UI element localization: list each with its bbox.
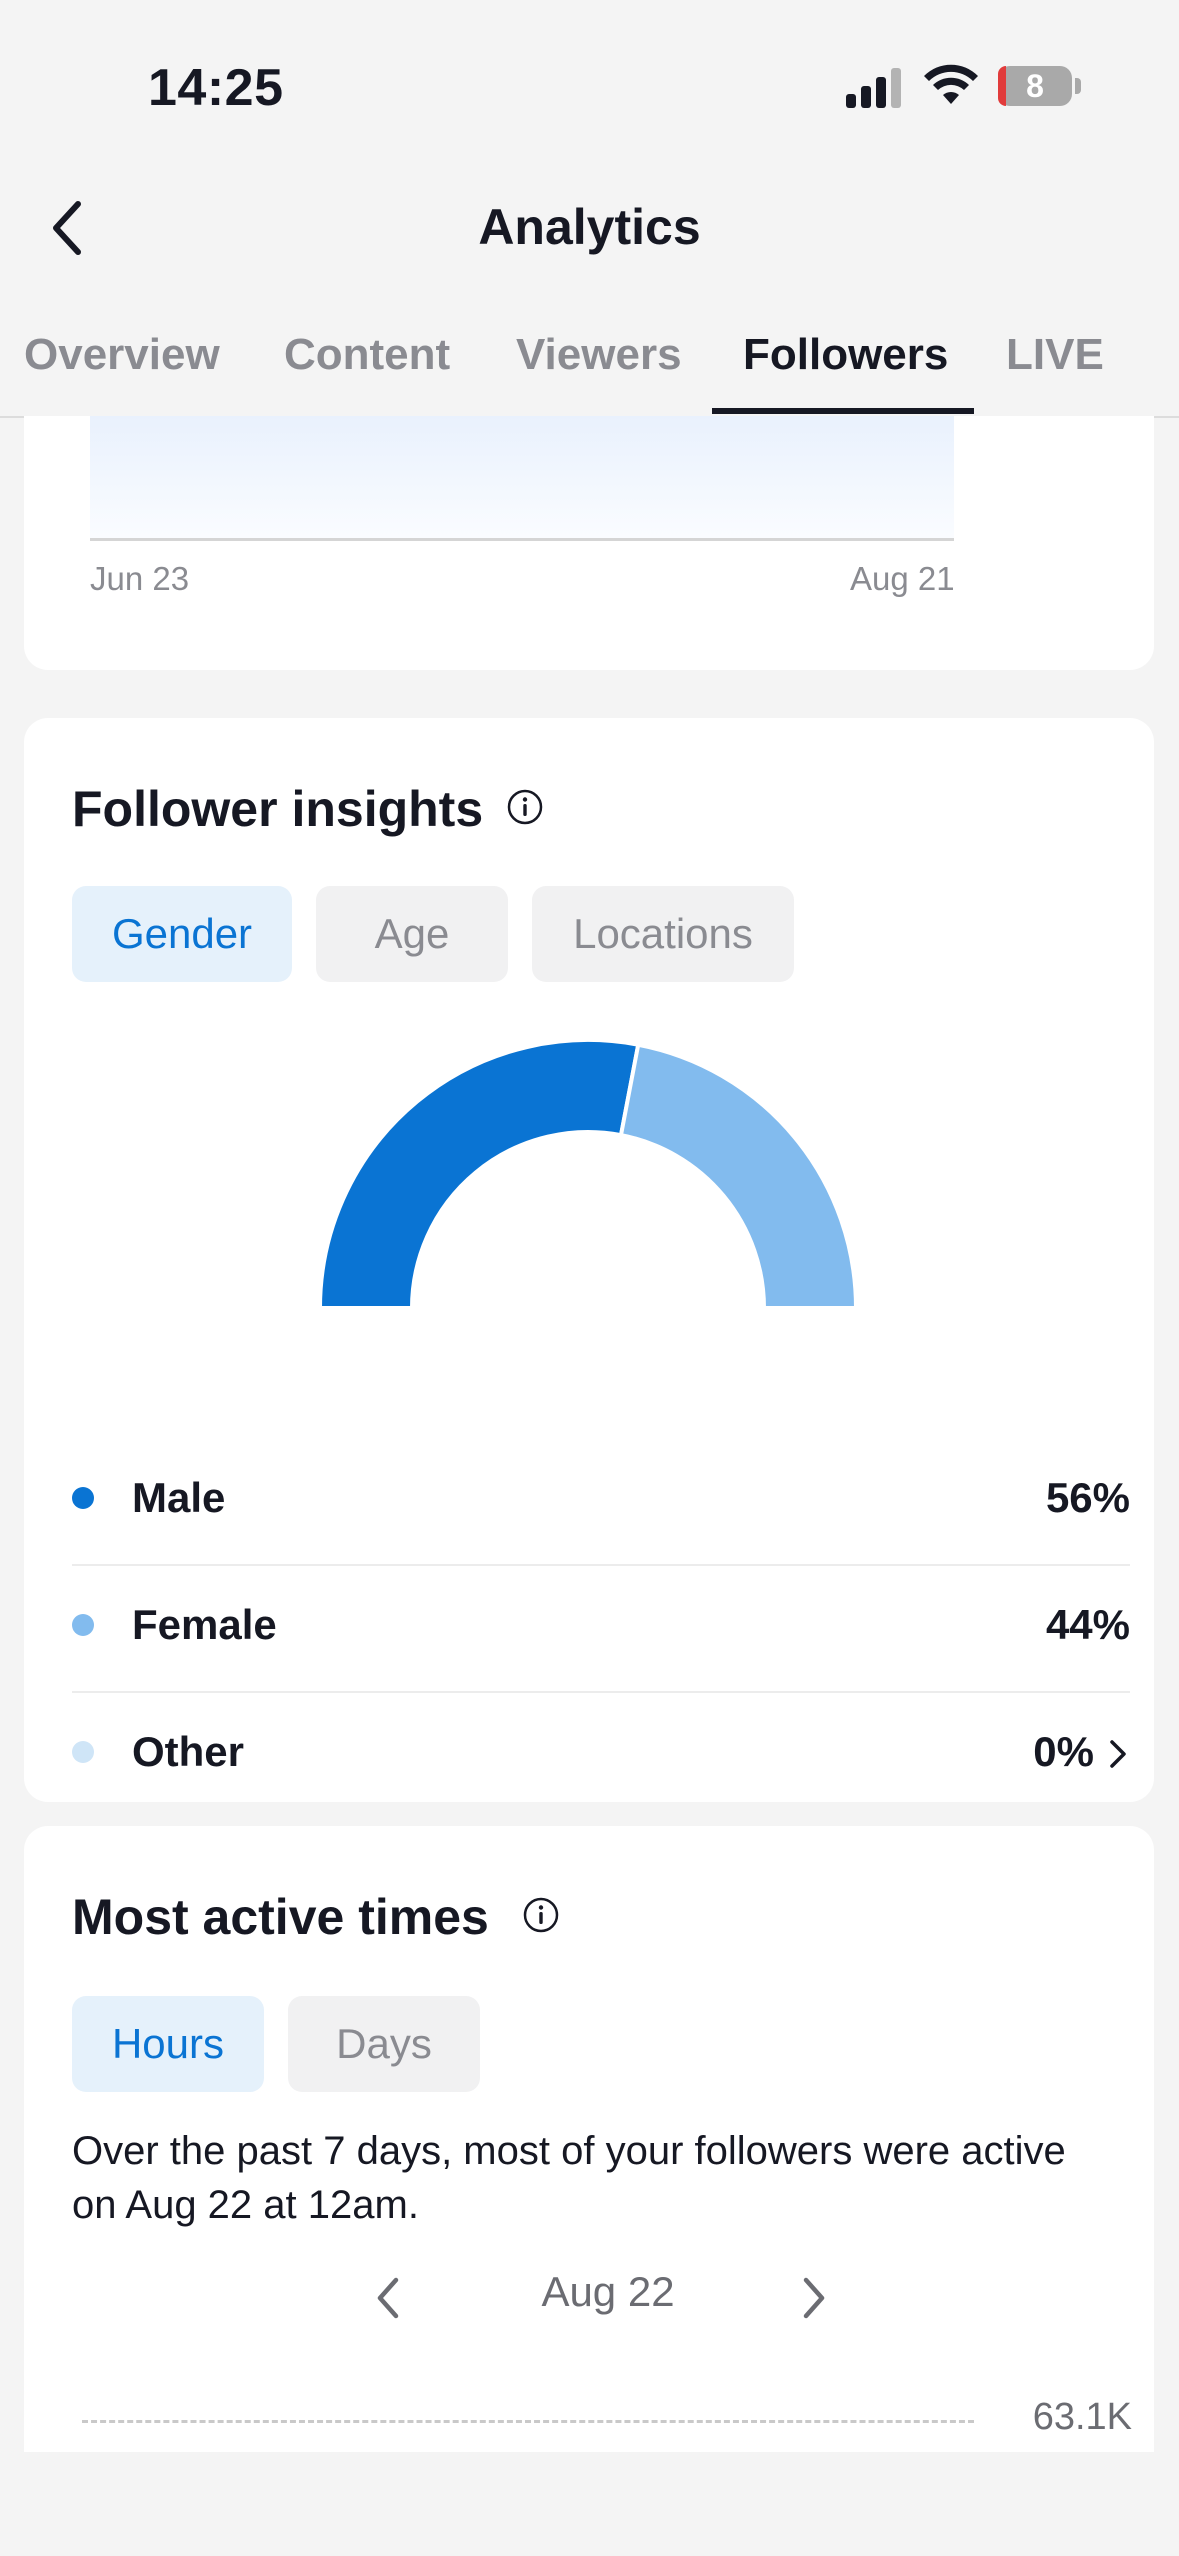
hours-filter-chip[interactable]: Hours <box>72 1996 264 2092</box>
follower-insights-title: Follower insights <box>72 781 484 837</box>
tab-content[interactable]: Content <box>284 330 451 379</box>
chart-gridline <box>82 2420 974 2423</box>
analytics-tabs: Overview Content Viewers Followers LIVE <box>0 320 1179 418</box>
tab-live[interactable]: LIVE <box>1006 330 1104 379</box>
cellular-signal-icon <box>846 68 901 108</box>
legend-row-male: Male 56% <box>72 1438 1130 1566</box>
tab-viewers[interactable]: Viewers <box>516 330 682 379</box>
days-filter-chip[interactable]: Days <box>288 1996 480 2092</box>
legend-row-other[interactable]: Other 0% <box>72 1692 1130 1818</box>
legend-value: 0% <box>1033 1728 1094 1775</box>
legend-label: Male <box>132 1474 226 1521</box>
battery-tip <box>1075 78 1081 94</box>
most-active-times-card: Most active times Hours Days Over the pa… <box>24 1826 1154 2452</box>
followers-chart-area <box>90 416 954 538</box>
male-color-dot <box>72 1487 94 1509</box>
x-axis-end-label: Aug 21 <box>850 560 955 597</box>
next-date-chevron-icon[interactable] <box>794 2270 834 2326</box>
status-time: 14:25 <box>148 59 284 117</box>
tab-followers[interactable]: Followers <box>743 330 949 379</box>
donut-slice-male <box>318 1038 641 1310</box>
status-bar: 14:25 8 <box>0 0 1179 170</box>
info-icon[interactable] <box>506 788 544 826</box>
legend-value: 44% <box>1045 1601 1130 1648</box>
female-color-dot <box>72 1614 94 1636</box>
follower-insights-card: Follower insights Gender Age Locations M… <box>24 718 1154 1802</box>
age-filter-chip[interactable]: Age <box>316 886 508 982</box>
most-active-description: Over the past 7 days, most of your follo… <box>72 2129 1066 2227</box>
x-axis-start-label: Jun 23 <box>90 560 190 597</box>
active-tab-indicator <box>712 408 974 414</box>
battery-level: 8 <box>1026 68 1044 104</box>
previous-date-chevron-icon[interactable] <box>368 2270 408 2326</box>
donut-slice-female <box>618 1042 858 1310</box>
legend-label: Female <box>132 1601 277 1648</box>
chart-x-axis <box>90 538 954 541</box>
other-color-dot <box>72 1741 94 1763</box>
legend-label: Other <box>132 1728 245 1775</box>
selected-date: Aug 22 <box>541 2268 675 2315</box>
locations-filter-chip[interactable]: Locations <box>532 886 794 982</box>
gender-filter-chip[interactable]: Gender <box>72 886 292 982</box>
legend-row-female: Female 44% <box>72 1565 1130 1693</box>
followers-chart-card: Jun 23 Aug 21 <box>24 416 1154 670</box>
tab-overview[interactable]: Overview <box>24 330 220 379</box>
back-chevron-icon[interactable] <box>44 196 92 260</box>
most-active-times-title: Most active times <box>72 1889 489 1945</box>
info-icon[interactable] <box>522 1896 560 1934</box>
chevron-right-icon[interactable] <box>1106 1736 1130 1772</box>
page-title: Analytics <box>478 199 701 255</box>
gender-donut-chart <box>318 1038 858 1310</box>
battery-icon: 8 <box>998 66 1072 106</box>
wifi-icon <box>924 64 978 104</box>
y-axis-max-label: 63.1K <box>1032 2396 1132 2438</box>
legend-value: 56% <box>1045 1474 1130 1521</box>
